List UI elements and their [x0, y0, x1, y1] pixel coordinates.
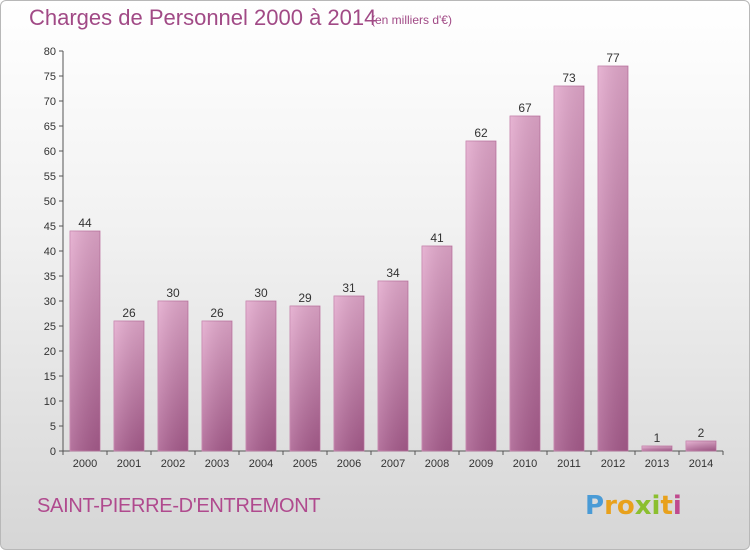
x-tick-label: 2009 — [469, 458, 493, 470]
logo-letter: t — [660, 491, 673, 521]
data-label: 2 — [698, 426, 705, 440]
chart-title: Charges de Personnel 2000 à 2014 — [29, 5, 377, 30]
y-tick-label: 40 — [44, 246, 56, 258]
y-tick-label: 15 — [44, 371, 56, 383]
data-label: 44 — [78, 216, 92, 230]
bar-shade-2013 — [642, 446, 672, 451]
bars-group — [69, 65, 717, 452]
bar-shade-2002 — [158, 301, 188, 451]
bar-shade-2011 — [554, 86, 584, 451]
bar-shade-2012 — [598, 66, 628, 451]
bar-shade-2001 — [114, 321, 144, 451]
data-label: 77 — [606, 51, 620, 65]
data-label: 41 — [430, 231, 444, 245]
x-tick-label: 2000 — [73, 458, 97, 470]
data-label: 62 — [474, 126, 488, 140]
logo-letter: x — [634, 491, 652, 521]
x-tick-label: 2007 — [381, 458, 405, 470]
data-label: 30 — [166, 286, 180, 300]
bar-shade-2006 — [334, 296, 364, 451]
bar-shade-2003 — [202, 321, 232, 451]
data-label: 29 — [298, 291, 312, 305]
y-tick-labels-group: 0 5 10 15 20 25 30 35 40 45 50 55 60 65 70 75 80 — [44, 46, 63, 458]
data-label: 30 — [254, 286, 268, 300]
x-tick-labels-group: 2000 2001 2002 2003 2004 2005 2006 2007 2008 2009… — [62, 451, 724, 470]
bar-shade-2004 — [246, 301, 276, 451]
y-tick-label: 70 — [44, 96, 56, 108]
logo-letter: i — [651, 491, 661, 521]
bar-shade-2007 — [378, 281, 408, 451]
chart-subtitle: (en milliers d'€) — [371, 13, 452, 27]
logo-letter: i — [672, 491, 682, 521]
bar-shade-2008 — [422, 246, 452, 451]
commune-name: SAINT-PIERRE-D'ENTREMONT — [37, 495, 321, 517]
data-labels-group: 44 26 30 26 30 29 31 34 41 62 67 73 77 1 2 — [78, 51, 704, 445]
y-tick-label: 35 — [44, 271, 56, 283]
bar-shade-2009 — [466, 141, 496, 451]
y-tick-label: 65 — [44, 121, 56, 133]
logo-letter: P — [585, 491, 605, 521]
bar-shade-2014 — [686, 441, 716, 451]
y-tick-label: 30 — [44, 296, 56, 308]
bar-shade-2000 — [70, 231, 100, 451]
y-tick-label: 0 — [50, 446, 56, 458]
data-label: 67 — [518, 101, 532, 115]
x-tick-label: 2004 — [249, 458, 273, 470]
y-tick-label: 10 — [44, 396, 56, 408]
x-tick-label: 2012 — [601, 458, 625, 470]
y-tick-label: 5 — [50, 421, 56, 433]
proxiti-logo: Proxiti — [585, 491, 682, 521]
x-tick-label: 2011 — [557, 458, 581, 470]
x-tick-label: 2006 — [337, 458, 361, 470]
data-label: 73 — [562, 71, 576, 85]
data-label: 31 — [342, 281, 356, 295]
logo-letter: o — [616, 491, 635, 521]
x-tick-label: 2013 — [645, 458, 669, 470]
x-tick-label: 2002 — [161, 458, 185, 470]
y-tick-label: 55 — [44, 171, 56, 183]
y-tick-label: 45 — [44, 221, 56, 233]
logo-letter: r — [604, 491, 617, 521]
y-tick-label: 60 — [44, 146, 56, 158]
y-tick-label: 75 — [44, 71, 56, 83]
bar-shade-2005 — [290, 306, 320, 451]
bar-shade-2010 — [510, 116, 540, 451]
y-tick-label: 25 — [44, 321, 56, 333]
data-label: 34 — [386, 266, 400, 280]
x-tick-label: 2003 — [205, 458, 229, 470]
data-label: 1 — [654, 431, 661, 445]
y-tick-label: 80 — [44, 46, 56, 58]
data-label: 26 — [122, 306, 136, 320]
x-tick-label: 2010 — [513, 458, 537, 470]
y-tick-label: 20 — [44, 346, 56, 358]
x-tick-label: 2001 — [117, 458, 141, 470]
data-label: 26 — [210, 306, 224, 320]
x-tick-label: 2014 — [689, 458, 713, 470]
x-tick-label: 2008 — [425, 458, 449, 470]
y-tick-label: 50 — [44, 196, 56, 208]
x-tick-label: 2005 — [293, 458, 317, 470]
